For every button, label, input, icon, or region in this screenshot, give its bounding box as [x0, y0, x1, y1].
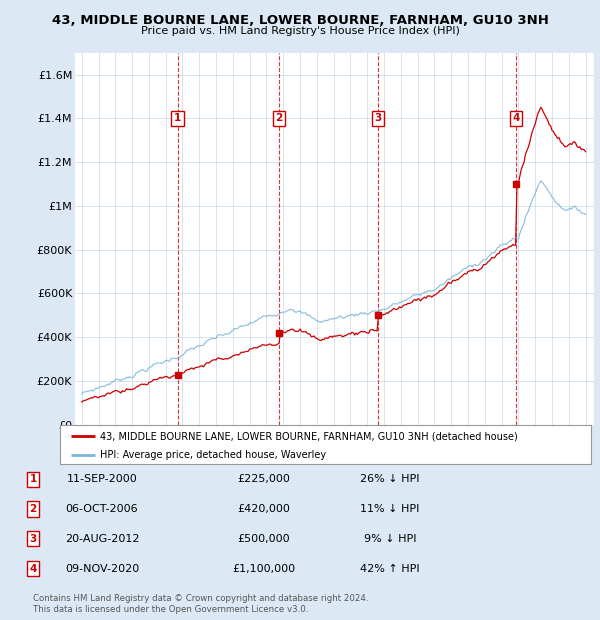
Text: 4: 4 [512, 113, 520, 123]
Text: Price paid vs. HM Land Registry's House Price Index (HPI): Price paid vs. HM Land Registry's House … [140, 26, 460, 36]
Text: 43, MIDDLE BOURNE LANE, LOWER BOURNE, FARNHAM, GU10 3NH (detached house): 43, MIDDLE BOURNE LANE, LOWER BOURNE, FA… [100, 431, 518, 441]
Text: £500,000: £500,000 [238, 534, 290, 544]
Text: 1: 1 [174, 113, 181, 123]
Text: £1,100,000: £1,100,000 [232, 564, 296, 574]
Text: 06-OCT-2006: 06-OCT-2006 [65, 504, 139, 514]
Text: This data is licensed under the Open Government Licence v3.0.: This data is licensed under the Open Gov… [33, 604, 308, 614]
Text: 09-NOV-2020: 09-NOV-2020 [65, 564, 139, 574]
Text: 11-SEP-2000: 11-SEP-2000 [67, 474, 137, 484]
Text: 26% ↓ HPI: 26% ↓ HPI [360, 474, 420, 484]
Text: 11% ↓ HPI: 11% ↓ HPI [361, 504, 419, 514]
Text: 1: 1 [29, 474, 37, 484]
Text: 4: 4 [29, 564, 37, 574]
Text: HPI: Average price, detached house, Waverley: HPI: Average price, detached house, Wave… [100, 450, 326, 460]
Text: 2: 2 [29, 504, 37, 514]
Text: 20-AUG-2012: 20-AUG-2012 [65, 534, 139, 544]
Text: 42% ↑ HPI: 42% ↑ HPI [360, 564, 420, 574]
Text: 3: 3 [29, 534, 37, 544]
Text: 43, MIDDLE BOURNE LANE, LOWER BOURNE, FARNHAM, GU10 3NH: 43, MIDDLE BOURNE LANE, LOWER BOURNE, FA… [52, 14, 548, 27]
Text: £225,000: £225,000 [238, 474, 290, 484]
Text: 3: 3 [374, 113, 382, 123]
Text: £420,000: £420,000 [238, 504, 290, 514]
Text: 2: 2 [275, 113, 283, 123]
Text: Contains HM Land Registry data © Crown copyright and database right 2024.: Contains HM Land Registry data © Crown c… [33, 594, 368, 603]
Text: 9% ↓ HPI: 9% ↓ HPI [364, 534, 416, 544]
